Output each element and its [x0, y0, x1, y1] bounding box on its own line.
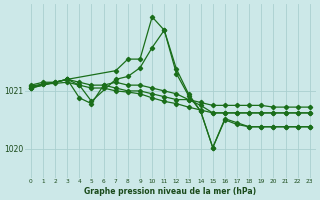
X-axis label: Graphe pression niveau de la mer (hPa): Graphe pression niveau de la mer (hPa) — [84, 187, 256, 196]
